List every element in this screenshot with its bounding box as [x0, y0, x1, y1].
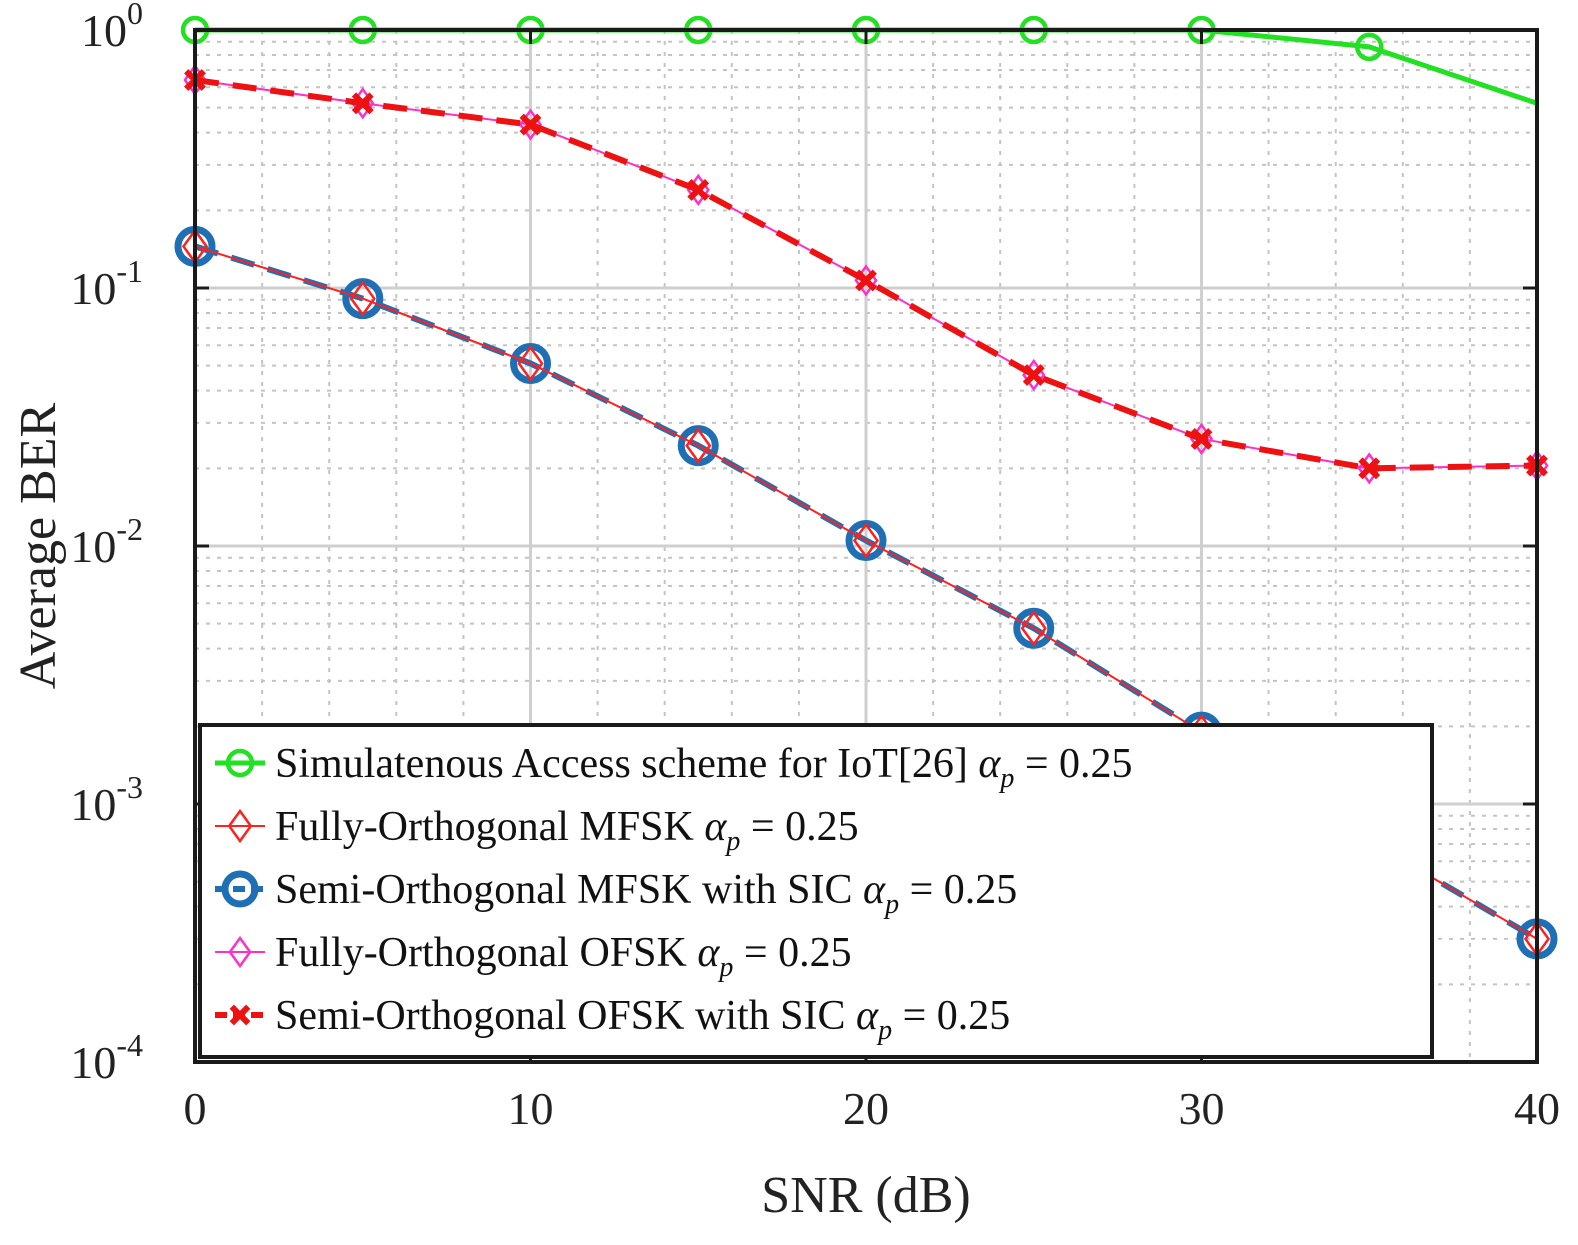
- legend-marker: [229, 1004, 251, 1026]
- legend-marker: [228, 935, 252, 969]
- data-point: [517, 345, 544, 382]
- data-point-stroke: [519, 113, 542, 136]
- x-axis-label: SNR (dB): [761, 1167, 970, 1224]
- data-point-stroke: [855, 269, 877, 292]
- x-tick-label: 40: [1514, 1083, 1560, 1134]
- legend-label: Simulatenous Access scheme for IoT[26] α…: [275, 741, 1133, 794]
- data-point: [855, 269, 877, 292]
- data-point: [349, 280, 376, 317]
- x-tick-label: 30: [1179, 1083, 1225, 1134]
- y-tick-label: 10-3: [70, 769, 143, 830]
- legend-entry: Simulatenous Access scheme for IoT[26] α…: [215, 741, 1133, 794]
- legend-marker-stroke: [229, 1004, 251, 1026]
- legend: Simulatenous Access scheme for IoT[26] α…: [198, 723, 1434, 1059]
- data-point-stroke: [1358, 457, 1381, 480]
- legend-label: Fully-Orthogonal MFSK αp = 0.25: [275, 804, 859, 857]
- y-axis-label: Average BER: [10, 402, 67, 689]
- legend-label: Fully-Orthogonal OFSK αp = 0.25: [275, 930, 852, 983]
- legend-entry: Fully-Orthogonal OFSK αp = 0.25: [215, 930, 852, 983]
- legend-marker: [221, 870, 259, 908]
- legend-entry: Semi-Orthogonal MFSK with SIC αp = 0.25: [215, 867, 1017, 920]
- data-point: [351, 92, 374, 115]
- data-point-stroke: [1022, 364, 1045, 386]
- data-point: [519, 113, 542, 136]
- data-point: [1022, 364, 1045, 386]
- legend-label: Semi-Orthogonal MFSK with SIC αp = 0.25: [275, 867, 1017, 920]
- x-tick-label: 10: [508, 1083, 554, 1134]
- legend-marker: [225, 748, 255, 778]
- legend-box: [198, 723, 1434, 1059]
- data-point: [1355, 32, 1384, 62]
- y-tick-label: 100: [81, 0, 143, 56]
- y-tick-label: 10-4: [70, 1027, 143, 1088]
- data-point: [852, 522, 880, 559]
- data-point-stroke: [1190, 428, 1213, 450]
- legend-entry: Semi-Orthogonal OFSK with SIC αp = 0.25: [215, 993, 1010, 1046]
- series-line: [194, 77, 1538, 472]
- y-tick-label: 10-1: [70, 253, 143, 314]
- data-point: [687, 178, 710, 201]
- data-point-stroke: [687, 178, 710, 201]
- legend-label: Semi-Orthogonal OFSK with SIC αp = 0.25: [275, 993, 1010, 1046]
- x-tick-label: 0: [184, 1083, 207, 1134]
- x-tick-label: 20: [843, 1083, 889, 1134]
- data-point-stroke: [351, 92, 374, 115]
- data-point: [1190, 428, 1213, 450]
- data-point: [685, 427, 712, 464]
- ticks: 0 10 20 30 40 100 10-1 10-2 10-3 10-4: [70, 0, 1560, 1134]
- legend-entry: Fully-Orthogonal MFSK αp = 0.25: [215, 804, 859, 857]
- data-point: [1020, 610, 1047, 647]
- y-tick-label: 10-2: [70, 511, 143, 572]
- data-point: [1358, 457, 1381, 480]
- legend-marker: [227, 808, 253, 844]
